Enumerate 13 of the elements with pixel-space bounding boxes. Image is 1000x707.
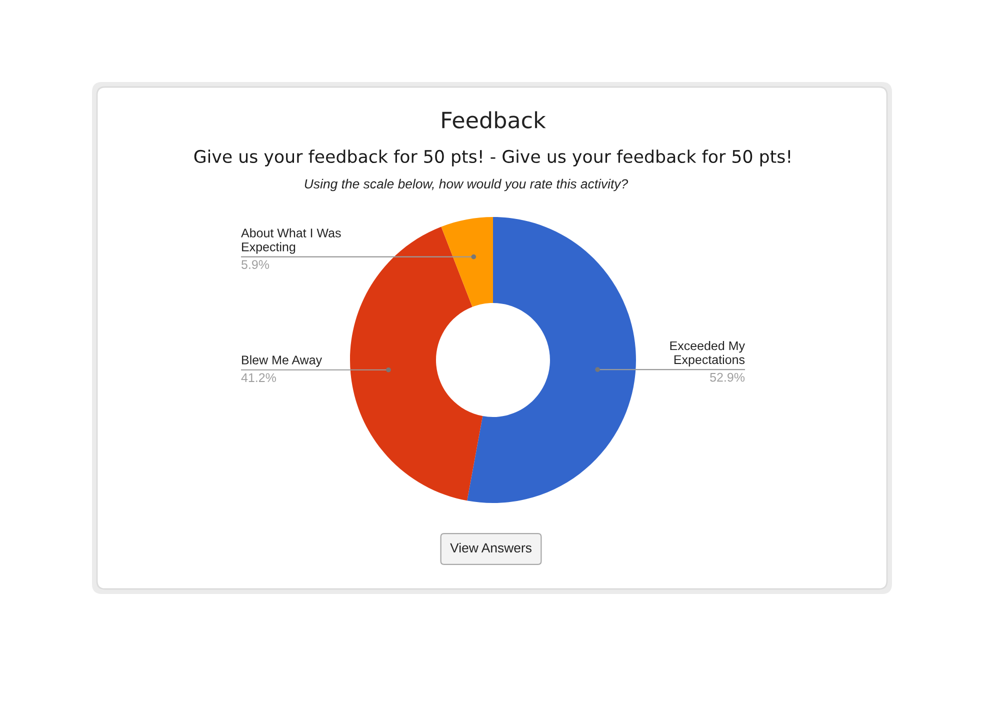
donut-slice	[441, 217, 493, 307]
data-label: 41.2%	[241, 373, 276, 382]
text: View Answers	[450, 542, 532, 553]
chart-title: Feedback	[442, 111, 546, 128]
text: Using the scale below, how would you rate this activity?	[304, 178, 628, 192]
data-label: 5.9%	[242, 260, 270, 269]
slice-label: About What I Was Expecting	[241, 228, 341, 254]
donut-slice	[467, 217, 636, 503]
chart-subtitle: Give us your feedback for 50 pts! - Give us your feedback for 50 pts!	[194, 150, 790, 166]
slice-label: Exceeded My Expectations	[670, 340, 745, 367]
donut-slice	[350, 226, 483, 501]
data-label: 52.9%	[710, 372, 745, 382]
slice-label: Blew Me Away	[242, 355, 322, 367]
